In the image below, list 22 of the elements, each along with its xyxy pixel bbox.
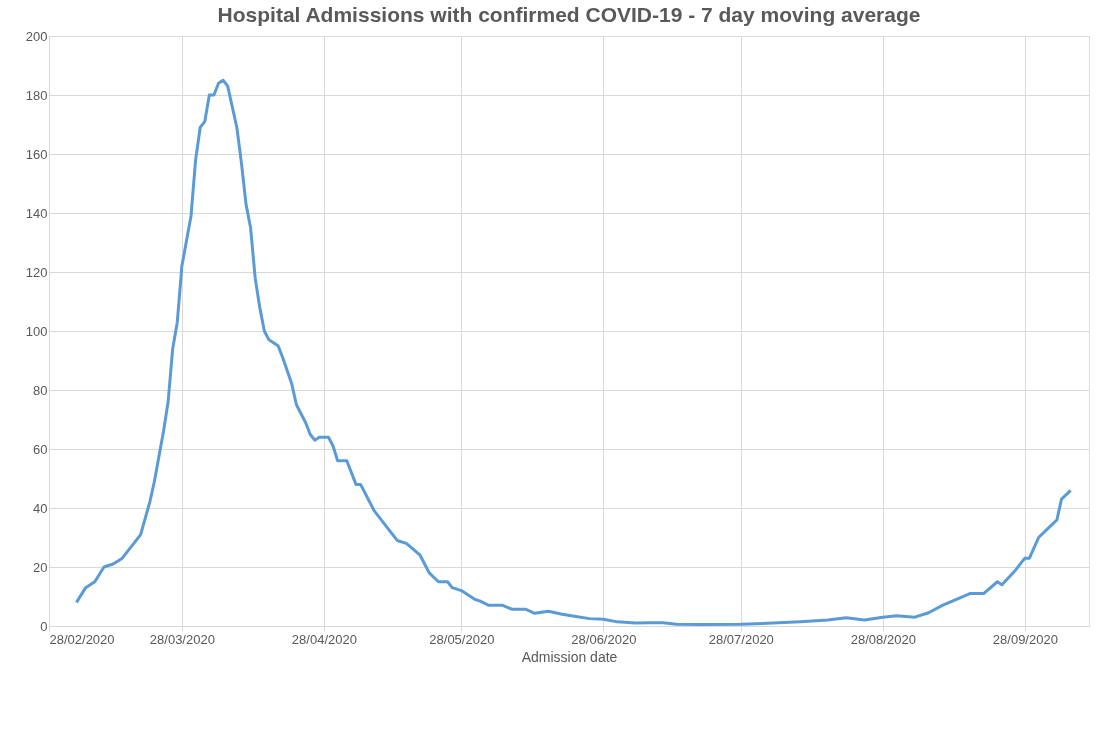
y-tick-label: 100 [25,323,48,339]
y-tick-label: 200 [25,28,48,44]
y-tick-label: 120 [25,264,48,280]
y-tick-label: 0 [40,618,48,634]
x-tick-label: 28/05/2020 [429,631,495,647]
y-tick-label: 80 [33,382,48,398]
y-tick-label: 140 [25,205,48,221]
y-tick-label: 160 [25,146,48,162]
x-tick-label: 28/04/2020 [291,631,357,647]
x-axis-title: Admission date [521,648,618,665]
y-tick-label: 20 [33,559,48,575]
x-tick-label: 28/02/2020 [49,631,115,647]
x-tick-label: 28/03/2020 [149,631,215,647]
x-tick-label: 28/08/2020 [850,631,916,647]
y-tick-label: 180 [25,87,48,103]
x-tick-label: 28/09/2020 [992,631,1058,647]
chart-title: Hospital Admissions with confirmed COVID-19 - 7 day moving average [217,3,921,26]
line-series [74,78,1073,627]
y-tick-label: 40 [33,500,48,516]
x-tick-label: 28/06/2020 [571,631,637,647]
x-tick-label: 28/07/2020 [708,631,774,647]
y-tick-label: 60 [33,441,48,457]
